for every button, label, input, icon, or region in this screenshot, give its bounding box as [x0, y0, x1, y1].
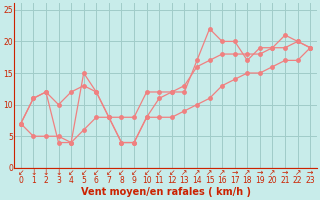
X-axis label: Vent moyen/en rafales ( km/h ): Vent moyen/en rafales ( km/h ) [81, 187, 251, 197]
